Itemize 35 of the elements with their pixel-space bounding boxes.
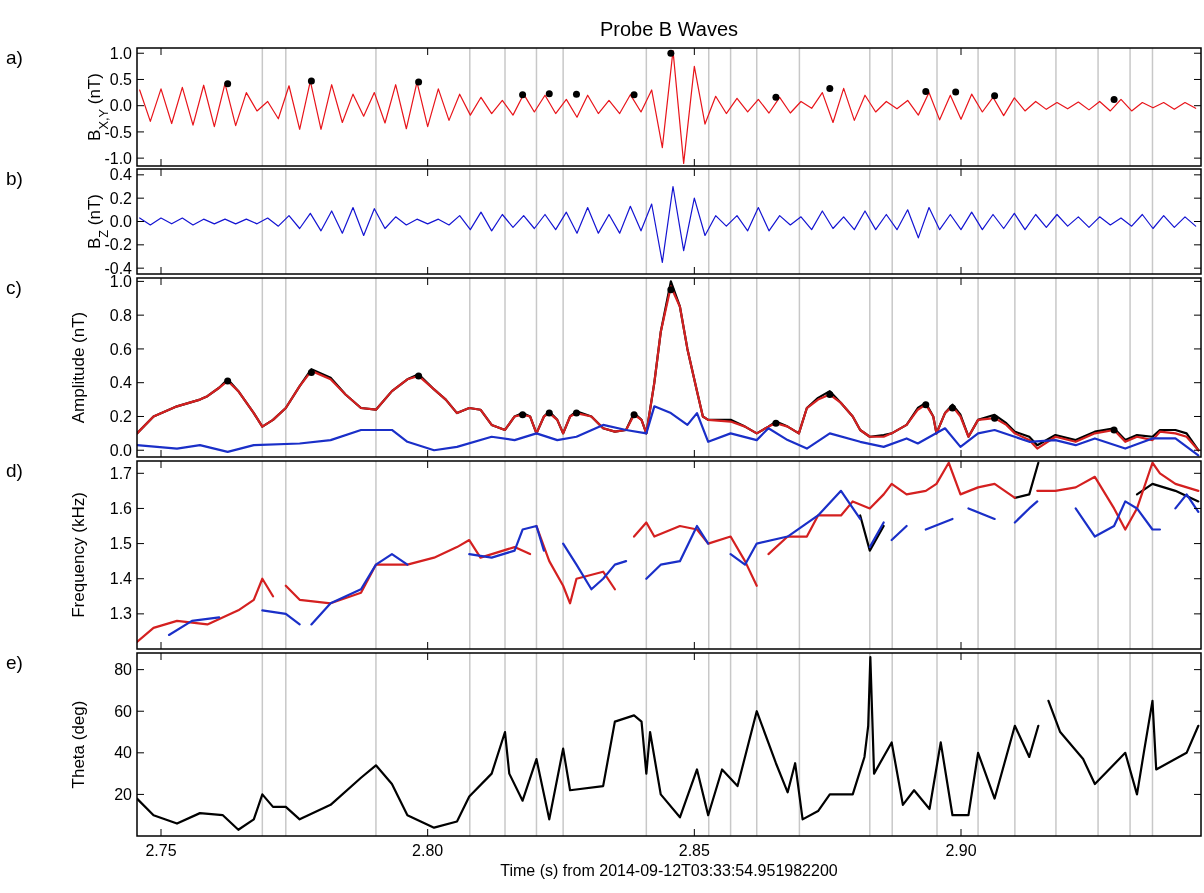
y-tick-label: 1.6 — [109, 500, 133, 518]
y-tick-label: 0.4 — [109, 374, 133, 392]
y-tick-label: 0.4 — [109, 166, 133, 184]
y-tick-label: 0.6 — [109, 340, 133, 358]
y-tick-label: 1.3 — [109, 605, 133, 623]
x-tick-label: 2.75 — [145, 842, 177, 859]
x-tick-label: 2.85 — [678, 842, 711, 859]
y-tick-label: 1.7 — [109, 464, 133, 482]
x-axis-title: Time (s) from 2014-09-12T03:33:54.951982200 — [500, 862, 838, 879]
chart-title: Probe B Waves — [599, 18, 739, 40]
y-axis-title: Theta (deg) — [69, 700, 88, 789]
y-tick-label: 1.5 — [109, 535, 133, 553]
text: e) — [6, 652, 23, 673]
y-tick-label: 0.0 — [109, 97, 133, 115]
y-axis-title: Amplitude (nT) — [69, 311, 88, 424]
y-tick-label: 60 — [114, 702, 133, 720]
y-tick-label: 80 — [114, 661, 133, 679]
y-tick-label: 1.0 — [109, 44, 133, 62]
y-tick-label: -1.0 — [104, 149, 133, 167]
y-tick-label: 0.8 — [109, 306, 133, 324]
x-tick-label: 2.90 — [945, 842, 977, 859]
x-tick-label: 2.80 — [412, 842, 444, 859]
y-axis-title: Frequency (kHz) — [69, 492, 88, 618]
y-tick-label: 40 — [114, 744, 133, 762]
y-tick-label: 0.5 — [109, 71, 133, 89]
y-tick-label: 0.2 — [109, 189, 133, 207]
y-tick-label: 20 — [114, 786, 133, 804]
text: b) — [6, 168, 23, 189]
text: c) — [6, 277, 22, 298]
y-tick-label: 0.2 — [109, 408, 133, 426]
text: a) — [6, 47, 23, 68]
text: d) — [6, 460, 23, 481]
y-tick-label: 1.4 — [109, 570, 133, 588]
y-tick-label: 0.0 — [109, 213, 133, 231]
y-tick-label: 0.0 — [109, 441, 133, 459]
